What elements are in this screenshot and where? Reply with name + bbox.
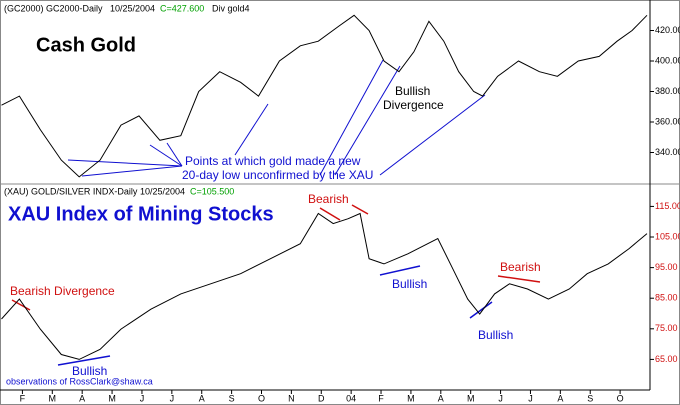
header: 10/25/2004 [140, 186, 185, 196]
annotation: Divergence [383, 98, 444, 112]
x-tick-label: O [617, 393, 624, 403]
annotation: Bullish [72, 364, 107, 378]
chart-title: XAU Index of Mining Stocks [8, 203, 274, 225]
x-tick-label: A [79, 393, 85, 403]
price-line [1, 14, 648, 178]
x-tick-label: M [108, 393, 116, 403]
annotation: Points at which gold made a new [185, 154, 361, 168]
x-tick-label: J [170, 393, 175, 403]
y-tick-label: 400.00 [655, 55, 680, 65]
y-tick-label: 360.00 [655, 116, 680, 126]
annotation: Bullish [392, 277, 427, 291]
x-tick-label: M [49, 393, 57, 403]
x-tick-label: F [20, 393, 26, 403]
x-tick-label: M [407, 393, 415, 403]
y-tick-label: 65.00 [655, 354, 678, 364]
y-tick-label: 75.00 [655, 323, 678, 333]
trend-lines [11, 204, 541, 366]
y-tick-label: 95.00 [655, 262, 678, 272]
x-tick-label: A [557, 393, 563, 403]
x-tick-label: S [587, 393, 593, 403]
annotation: Bullish [478, 328, 513, 342]
x-tick-label: D [318, 393, 325, 403]
header: 10/25/2004 [110, 3, 155, 13]
x-tick-label: F [378, 393, 384, 403]
y-tick-label: 420.00 [655, 25, 680, 35]
header: C=427.600 [160, 3, 204, 13]
x-tick-label: 04 [346, 393, 356, 403]
header: (XAU) GOLD/SILVER INDX-Daily [4, 186, 138, 196]
y-tick-label: 105.00 [655, 231, 680, 241]
x-tick-label: A [199, 393, 205, 403]
header: Div gold4 [212, 3, 250, 13]
annotation: Bearish Divergence [10, 284, 115, 298]
pointer-lines [67, 59, 486, 177]
header: C=105.500 [190, 186, 234, 196]
x-tick-label: N [288, 393, 295, 403]
x-tick-label: M [467, 393, 475, 403]
credit: observations of RossClark@shaw.ca [6, 376, 153, 386]
annotation: Bearish [500, 260, 541, 274]
x-tick-label: J [140, 393, 145, 403]
x-tick-label: J [498, 393, 503, 403]
annotation: 20-day low unconfirmed by the XAU [182, 168, 373, 182]
y-tick-label: 380.00 [655, 86, 680, 96]
x-tick-label: O [258, 393, 265, 403]
price-line [1, 212, 648, 360]
chart-title: Cash Gold [36, 34, 136, 56]
y-tick-label: 85.00 [655, 293, 678, 303]
x-tick-label: S [229, 393, 235, 403]
x-tick-label: J [528, 393, 533, 403]
x-tick-label: A [438, 393, 444, 403]
annotation: Bullish [395, 84, 430, 98]
y-tick-label: 340.00 [655, 147, 680, 157]
y-tick-label: 115.00 [655, 201, 680, 211]
header: (GC2000) GC2000-Daily [4, 3, 103, 13]
annotation: Bearish [308, 192, 349, 206]
